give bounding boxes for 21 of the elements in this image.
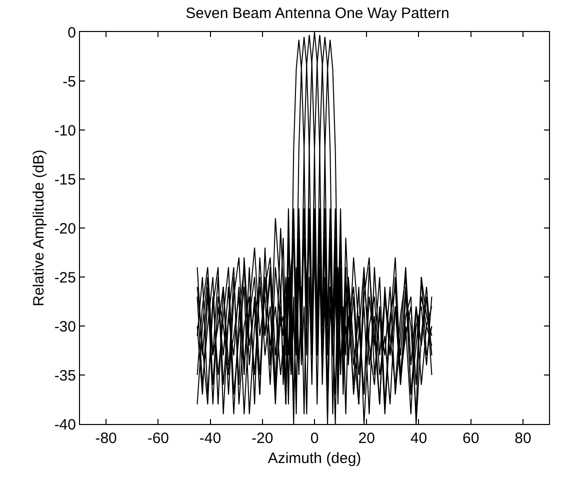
y-tick-label: -10: [54, 122, 76, 140]
y-tick-label: -40: [54, 416, 76, 434]
x-tick-label: 20: [358, 430, 375, 447]
y-tick-label: 0: [68, 24, 76, 42]
y-tick-label: -5: [62, 73, 76, 90]
x-axis-title: Azimuth (deg): [268, 450, 362, 467]
y-tick-label: -30: [54, 318, 76, 336]
chart-title: Seven Beam Antenna One Way Pattern: [186, 4, 450, 22]
y-axis-title: Relative Amplitude (dB): [30, 150, 48, 306]
x-tick-label: 60: [462, 430, 480, 447]
x-tick-label: 80: [514, 430, 532, 447]
x-tick-label: -60: [147, 430, 170, 447]
y-tick-label: -35: [54, 367, 76, 384]
x-tick-label: 0: [310, 430, 319, 447]
y-tick-label: -15: [54, 171, 76, 188]
x-tick-label: -20: [252, 430, 274, 447]
x-tick-label: -40: [199, 430, 222, 447]
x-tick-label: -80: [95, 430, 117, 447]
y-tick-label: -25: [54, 269, 76, 286]
y-tick-label: -20: [54, 220, 76, 238]
x-tick-label: 40: [410, 430, 428, 447]
